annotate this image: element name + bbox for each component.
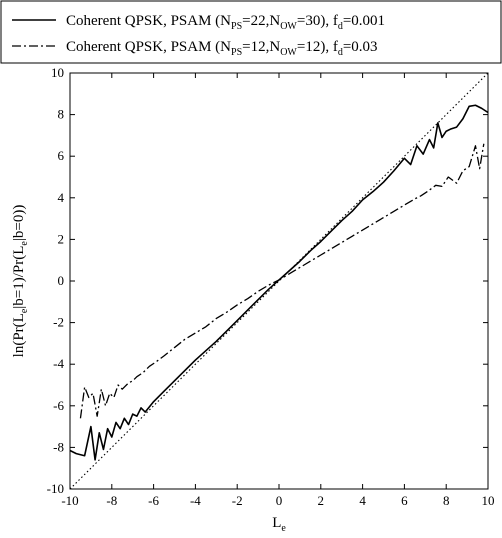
series-line-dashdot: [79, 143, 485, 419]
x-axis-ticks: -10 -8 -6 -4 -2 0 2 4 6 8 10: [61, 73, 495, 508]
x-tick-label: 2: [318, 493, 325, 508]
y-tick-label: -4: [53, 356, 64, 371]
x-tick-label: -10: [61, 493, 78, 508]
legend-entry-solid: Coherent QPSK, PSAM (NPS=22,NOW=30), fd=…: [66, 13, 385, 32]
series-layer: [69, 72, 489, 490]
series-line-solid: [69, 104, 489, 461]
y-tick-label: 8: [58, 107, 65, 122]
x-tick-label: -8: [106, 493, 117, 508]
x-tick-label: 10: [482, 493, 495, 508]
x-tick-label: -2: [232, 493, 243, 508]
y-tick-label: -8: [53, 439, 64, 454]
x-tick-label: 4: [359, 493, 366, 508]
y-tick-label: 4: [58, 190, 65, 205]
x-tick-label: 6: [401, 493, 408, 508]
x-tick-label: -6: [148, 493, 159, 508]
y-axis-ticks: -10 -8 -6 -4 -2 0 2 4 6 8 10: [47, 65, 488, 496]
legend-box: [0, 0, 502, 64]
y-tick-label: -2: [53, 315, 64, 330]
x-tick-label: 0: [276, 493, 283, 508]
legend: Coherent QPSK, PSAM (NPS=22,NOW=30), fd=…: [0, 0, 502, 64]
y-tick-label: 0: [58, 273, 65, 288]
y-tick-label: 6: [58, 148, 65, 163]
y-tick-label: 2: [58, 231, 65, 246]
y-tick-label: -6: [53, 398, 64, 413]
y-tick-label: 10: [51, 65, 64, 80]
x-axis-label: Le: [272, 515, 286, 534]
legend-entry-dashdot: Coherent QPSK, PSAM (NPS=12,NOW=12), fd=…: [66, 39, 378, 58]
plot-area: -10 -8 -6 -4 -2 0 2 4 6 8 10 -10 -8 -6 -4 -2 0 2 4 6 8 10: [47, 65, 495, 508]
x-tick-label: 8: [443, 493, 450, 508]
x-tick-label: -4: [190, 493, 201, 508]
y-tick-label: -10: [47, 481, 64, 496]
y-axis-label: ln(Pr(Le|b=1)/Pr(Le|b=0)): [11, 205, 30, 358]
